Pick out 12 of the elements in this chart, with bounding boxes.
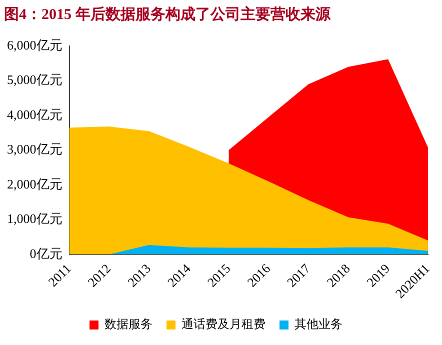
y-tick-label: 0亿元 — [30, 246, 62, 261]
chart-title: 图4：2015 年后数据服务构成了公司主要营收来源 — [4, 4, 332, 23]
y-tick-label: 4,000亿元 — [7, 106, 62, 122]
legend-label: 通话费及月租费 — [182, 317, 266, 332]
legend-label: 其他业务 — [294, 317, 342, 332]
y-tick-label: 3,000亿元 — [7, 142, 62, 157]
y-tick-label: 6,000亿元 — [7, 37, 62, 52]
legend-label: 数据服务 — [104, 317, 152, 332]
y-tick-label: 1,000亿元 — [7, 211, 62, 226]
x-tick-label: 2011 — [45, 260, 74, 290]
y-tick-label: 2,000亿元 — [7, 176, 62, 192]
y-tick-label: 5,000亿元 — [7, 72, 62, 88]
